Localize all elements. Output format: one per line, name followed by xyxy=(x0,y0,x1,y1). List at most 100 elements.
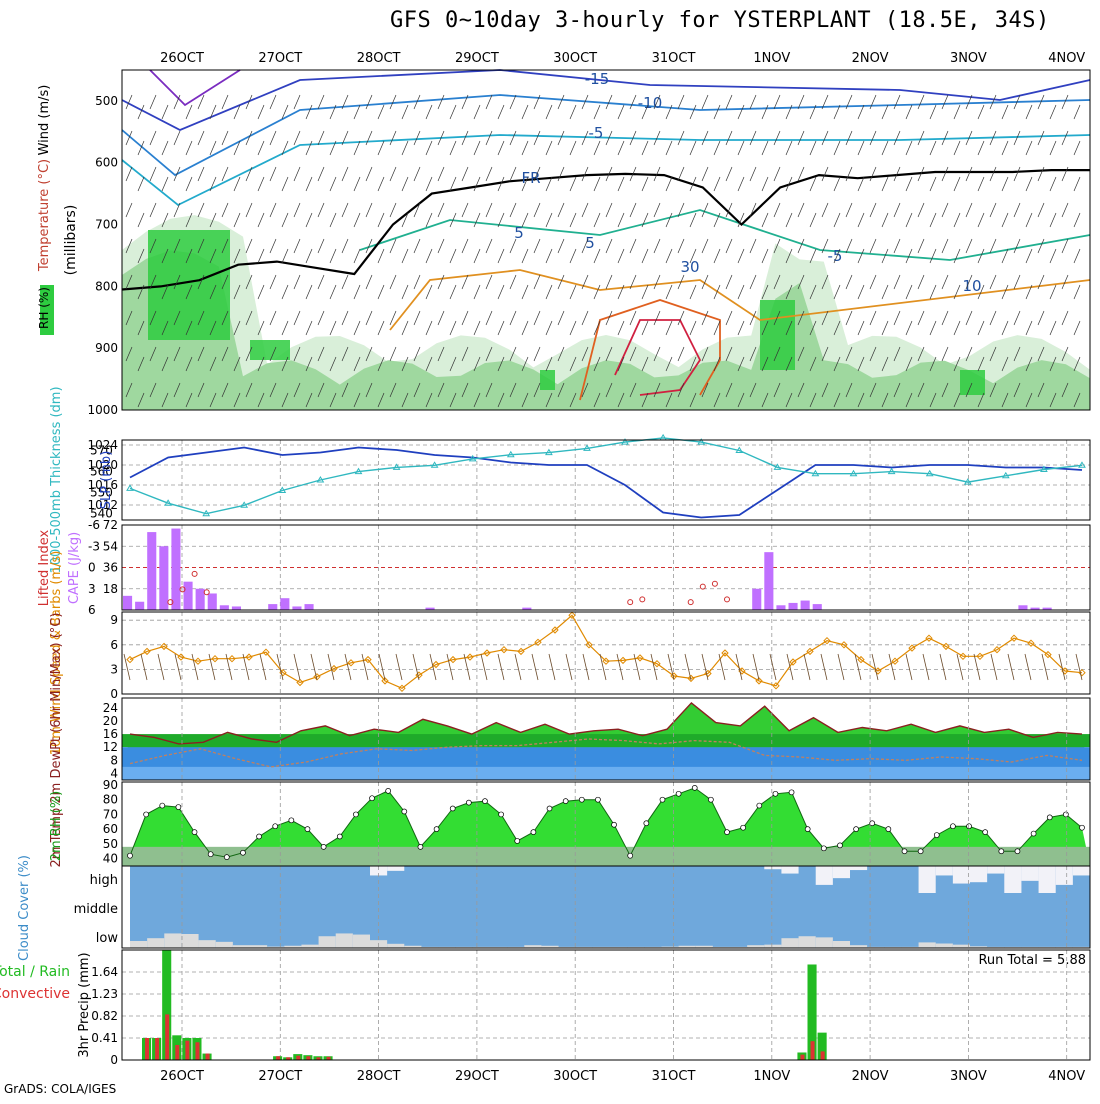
wind-barb xyxy=(773,130,781,146)
wind-barb xyxy=(833,140,841,156)
wind-barb xyxy=(977,392,985,408)
wind-speed-point xyxy=(211,654,219,663)
wind-barb xyxy=(545,248,553,264)
wind-barb xyxy=(929,320,937,336)
temperature-tick: 24 xyxy=(103,701,118,715)
wind-barb xyxy=(1013,346,1021,362)
cape-bar xyxy=(788,602,798,610)
wind-barb xyxy=(317,382,325,398)
wind-barb xyxy=(173,202,181,218)
wind-barb xyxy=(185,176,193,192)
wind-barb xyxy=(173,274,181,290)
wind-barb xyxy=(497,392,505,408)
wind-barb xyxy=(989,202,997,218)
thickness-tick: 570 xyxy=(90,444,113,458)
wind-barb-10m xyxy=(956,653,964,681)
wind-barb xyxy=(305,320,313,336)
wind-barb xyxy=(965,310,973,326)
wind-barb xyxy=(389,130,397,146)
wind-barb xyxy=(941,238,949,254)
wind-barb xyxy=(797,238,805,254)
cape-bar xyxy=(183,581,193,610)
wind-barb xyxy=(653,382,661,398)
wind-barb xyxy=(593,248,601,264)
cloud-low-bar xyxy=(232,945,250,948)
wind-barb xyxy=(977,140,985,156)
wind-barb xyxy=(881,212,889,228)
wind-barb-10m xyxy=(208,653,216,681)
wind-barb xyxy=(917,382,925,398)
wind-barb xyxy=(1049,392,1057,408)
wind-barb xyxy=(1001,392,1009,408)
wind-barb xyxy=(797,202,805,218)
wind-barb xyxy=(377,176,385,192)
wind-barb xyxy=(137,140,145,156)
wind-barb xyxy=(593,320,601,336)
wind-barb xyxy=(125,346,133,362)
contour-label: 30 xyxy=(680,258,699,276)
rh-point xyxy=(659,796,666,803)
wind-barb xyxy=(725,310,733,326)
wind-barb xyxy=(941,274,949,290)
wind-barb xyxy=(569,248,577,264)
rh-point xyxy=(724,829,730,835)
wind-speed-tick: 9 xyxy=(110,613,118,627)
wind-barb xyxy=(701,166,709,182)
wind-barb xyxy=(701,130,709,146)
precip-tick: 1.23 xyxy=(91,987,118,1001)
lifted-index-point xyxy=(687,599,694,606)
wind-barb xyxy=(461,94,469,110)
wind-barb xyxy=(653,94,661,110)
wind-barb xyxy=(161,176,169,192)
cloud-high-bar xyxy=(1072,866,1090,876)
wind-barb xyxy=(737,248,745,264)
rh-point xyxy=(207,851,214,858)
wind-barb xyxy=(425,212,433,228)
wind-barb xyxy=(377,248,385,264)
wind-barb xyxy=(389,274,397,290)
wind-barb-10m xyxy=(939,653,947,681)
wind-barb xyxy=(581,274,589,290)
cloud-low-bar xyxy=(661,946,679,948)
wind-barb xyxy=(605,274,613,290)
wind-barb xyxy=(173,346,181,362)
wind-barb xyxy=(197,346,205,362)
wind-barb xyxy=(437,130,445,146)
wind-barb-10m xyxy=(225,653,233,681)
wind-barb xyxy=(521,104,529,120)
pressure-tick: 700 xyxy=(95,218,118,232)
wind-barb xyxy=(185,212,193,228)
precip-convective-legend: Convective xyxy=(0,986,70,1002)
wind-barb xyxy=(161,140,169,156)
wind-barb xyxy=(701,346,709,362)
wind-barb xyxy=(557,238,565,254)
wind-barb xyxy=(557,310,565,326)
wind-barb xyxy=(857,248,865,264)
wind-barb-10m xyxy=(718,653,726,681)
wind-barb xyxy=(581,166,589,182)
wind-barb xyxy=(749,346,757,362)
wind-barb-10m xyxy=(1058,653,1066,681)
wind-barb xyxy=(185,320,193,336)
wind-barb xyxy=(881,392,889,408)
cloud-low-bar xyxy=(1072,946,1090,948)
wind-barb-10m xyxy=(582,653,590,681)
wind-barb xyxy=(857,140,865,156)
cloud-low-bar xyxy=(764,944,782,948)
wind-barb xyxy=(125,94,133,110)
wind-barb xyxy=(797,166,805,182)
temperature-tick: 16 xyxy=(103,727,118,741)
wind-barb xyxy=(533,382,541,398)
wind-barb xyxy=(869,166,877,182)
wind-barb xyxy=(749,166,757,182)
wind-barb xyxy=(341,238,349,254)
wind-barb xyxy=(401,320,409,336)
wind-barb xyxy=(677,130,685,146)
wind-barb xyxy=(305,284,313,300)
rh-band-dark xyxy=(960,370,985,395)
wind-barb xyxy=(881,320,889,336)
wind-barb xyxy=(401,248,409,264)
rh-point xyxy=(159,802,166,809)
rh-point xyxy=(885,826,892,833)
